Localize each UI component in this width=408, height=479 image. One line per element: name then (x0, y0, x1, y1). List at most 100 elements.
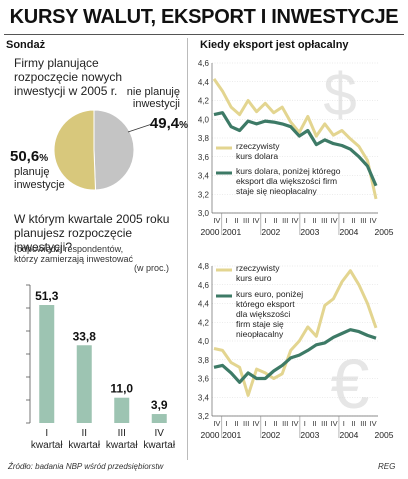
x-quarter-label: IV (291, 419, 298, 428)
x-quarter-label: II (312, 419, 316, 428)
x-year-label: 2004 (339, 430, 358, 440)
page-title: KURSY WALUT, EKSPORT I INWESTYCJE (9, 6, 399, 28)
legend-text-actual: kurs euro (236, 273, 272, 283)
export-section-title: Kiedy eksport jest opłacalny (200, 39, 349, 51)
bar-note: (odpowiedzi respondentów, którzy zamierz… (14, 244, 134, 264)
pie-value-not-planning: 49,4% (149, 115, 188, 132)
bar-4 (151, 414, 167, 423)
bar-category-numeral: I (45, 428, 48, 439)
x-quarter-label: I (226, 216, 228, 225)
x-quarter-label: III (321, 419, 327, 428)
x-quarter-label: III (243, 216, 249, 225)
y-tick-label: 3,8 (198, 134, 210, 143)
x-quarter-label: II (234, 216, 238, 225)
x-quarter-label: I (343, 216, 345, 225)
pie-label-planning: planuję inwestycje (14, 166, 65, 191)
x-quarter-label: I (265, 419, 267, 428)
y-tick-label: 3,4 (198, 393, 210, 402)
bar-category-numeral: IV (155, 428, 165, 439)
y-tick-label: 4,0 (198, 337, 210, 346)
bar-category-word: kwartał (68, 440, 100, 451)
legend-text-threshold: kurs euro, poniżej (236, 289, 303, 299)
x-year-label: 2003 (300, 430, 319, 440)
x-quarter-label: IV (331, 216, 338, 225)
x-year-label: 2002 (261, 430, 280, 440)
y-tick-label: 3,6 (198, 375, 210, 384)
x-quarter-label: III (360, 216, 366, 225)
y-tick-label: 4,6 (198, 281, 210, 290)
y-tick-label: 3,6 (198, 153, 210, 162)
title-rule (4, 34, 404, 35)
x-quarter-label: IV (213, 419, 220, 428)
y-tick-label: 3,8 (198, 356, 210, 365)
y-tick-label: 4,2 (198, 318, 210, 327)
legend-text-threshold: firm staje się (236, 319, 284, 329)
dollar-line-chart: $4,64,44,24,03,83,63,43,23,0IV I II III IV I I… (198, 59, 394, 237)
x-year-label: 2003 (300, 227, 319, 237)
bar-value-label: 11,0 (110, 382, 133, 396)
x-quarter-label: I (226, 419, 228, 428)
x-quarter-label: III (282, 419, 288, 428)
y-tick-label: 4,4 (198, 300, 210, 309)
x-quarter-label: I (304, 216, 306, 225)
euro-sign-icon: € (331, 345, 370, 423)
y-tick-label: 3,4 (198, 172, 210, 181)
survey-section-title: Sondaż (6, 39, 46, 51)
pie-question: Firmy planujące rozpoczęcie nowych inwes… (14, 56, 123, 98)
legend-text-threshold: nieopłacalny (236, 329, 284, 339)
threshold-rate-line (213, 328, 377, 384)
y-tick-label: 4,6 (198, 59, 210, 68)
y-tick-label: 4,4 (198, 78, 210, 87)
x-quarter-label: II (352, 216, 356, 225)
legend-text-threshold: którego eksport (236, 299, 295, 309)
x-quarter-label: I (265, 216, 267, 225)
x-quarter-label: I (304, 419, 306, 428)
x-quarter-label: IV (252, 216, 259, 225)
x-quarter-label: III (243, 419, 249, 428)
x-quarter-label: III (360, 419, 366, 428)
bar-question: W którym kwartale 2005 roku planujesz ro… (14, 212, 170, 254)
x-year-label: 2000 (201, 227, 220, 237)
x-quarter-label: II (234, 419, 238, 428)
bar-category-word: kwartał (106, 440, 138, 451)
bar-category-numeral: II (81, 428, 87, 439)
actual-rate-line (213, 269, 378, 397)
bar-value-label: 3,9 (151, 398, 168, 412)
x-year-label: 2001 (222, 227, 241, 237)
bar-category-word: kwartał (31, 440, 63, 451)
x-quarter-label: II (273, 419, 277, 428)
euro-line-chart: €4,84,64,44,24,03,83,63,43,2IV I II III IV I I… (198, 262, 394, 440)
bar-category-numeral: III (118, 428, 126, 439)
x-quarter-label: III (282, 216, 288, 225)
pie-label-not-planning: nie planuję inwestycji (126, 86, 180, 110)
y-tick-label: 3,2 (198, 412, 210, 421)
x-year-label: 2005 (375, 430, 394, 440)
x-year-label: 2004 (339, 227, 358, 237)
x-year-label: 2002 (261, 227, 280, 237)
legend-text-threshold: kurs dolara, poniżej którego (236, 166, 341, 176)
column-divider (187, 38, 188, 460)
legend-text-threshold: eksport dla większości firm (236, 176, 337, 186)
pie-slice-0 (93, 109, 135, 191)
x-quarter-label: I (343, 419, 345, 428)
y-tick-label: 3,0 (198, 209, 210, 218)
legend-text-actual: rzeczywisty (236, 263, 280, 273)
quarter-bar-chart: 51,3Ikwartał33,8IIkwartał11,0IIIkwartał3… (26, 284, 176, 451)
legend-text-threshold: staje się nieopłacalny (236, 186, 318, 196)
dollar-sign-icon: $ (323, 61, 356, 128)
y-tick-label: 4,2 (198, 97, 210, 106)
actual-rate-line (212, 78, 378, 200)
x-year-label: 2000 (201, 430, 220, 440)
x-quarter-label: IV (252, 419, 259, 428)
pie-leader-line (127, 123, 153, 133)
x-quarter-label: IV (291, 216, 298, 225)
investment-pie-chart (53, 109, 153, 191)
bar-category-word: kwartał (143, 440, 175, 451)
legend-text-actual: kurs dolara (236, 151, 278, 161)
bar-3 (114, 397, 130, 423)
x-quarter-label: III (321, 216, 327, 225)
x-quarter-label: IV (331, 419, 338, 428)
x-quarter-label: II (352, 419, 356, 428)
threshold-rate-line (213, 111, 378, 187)
credit: REG (378, 462, 396, 471)
